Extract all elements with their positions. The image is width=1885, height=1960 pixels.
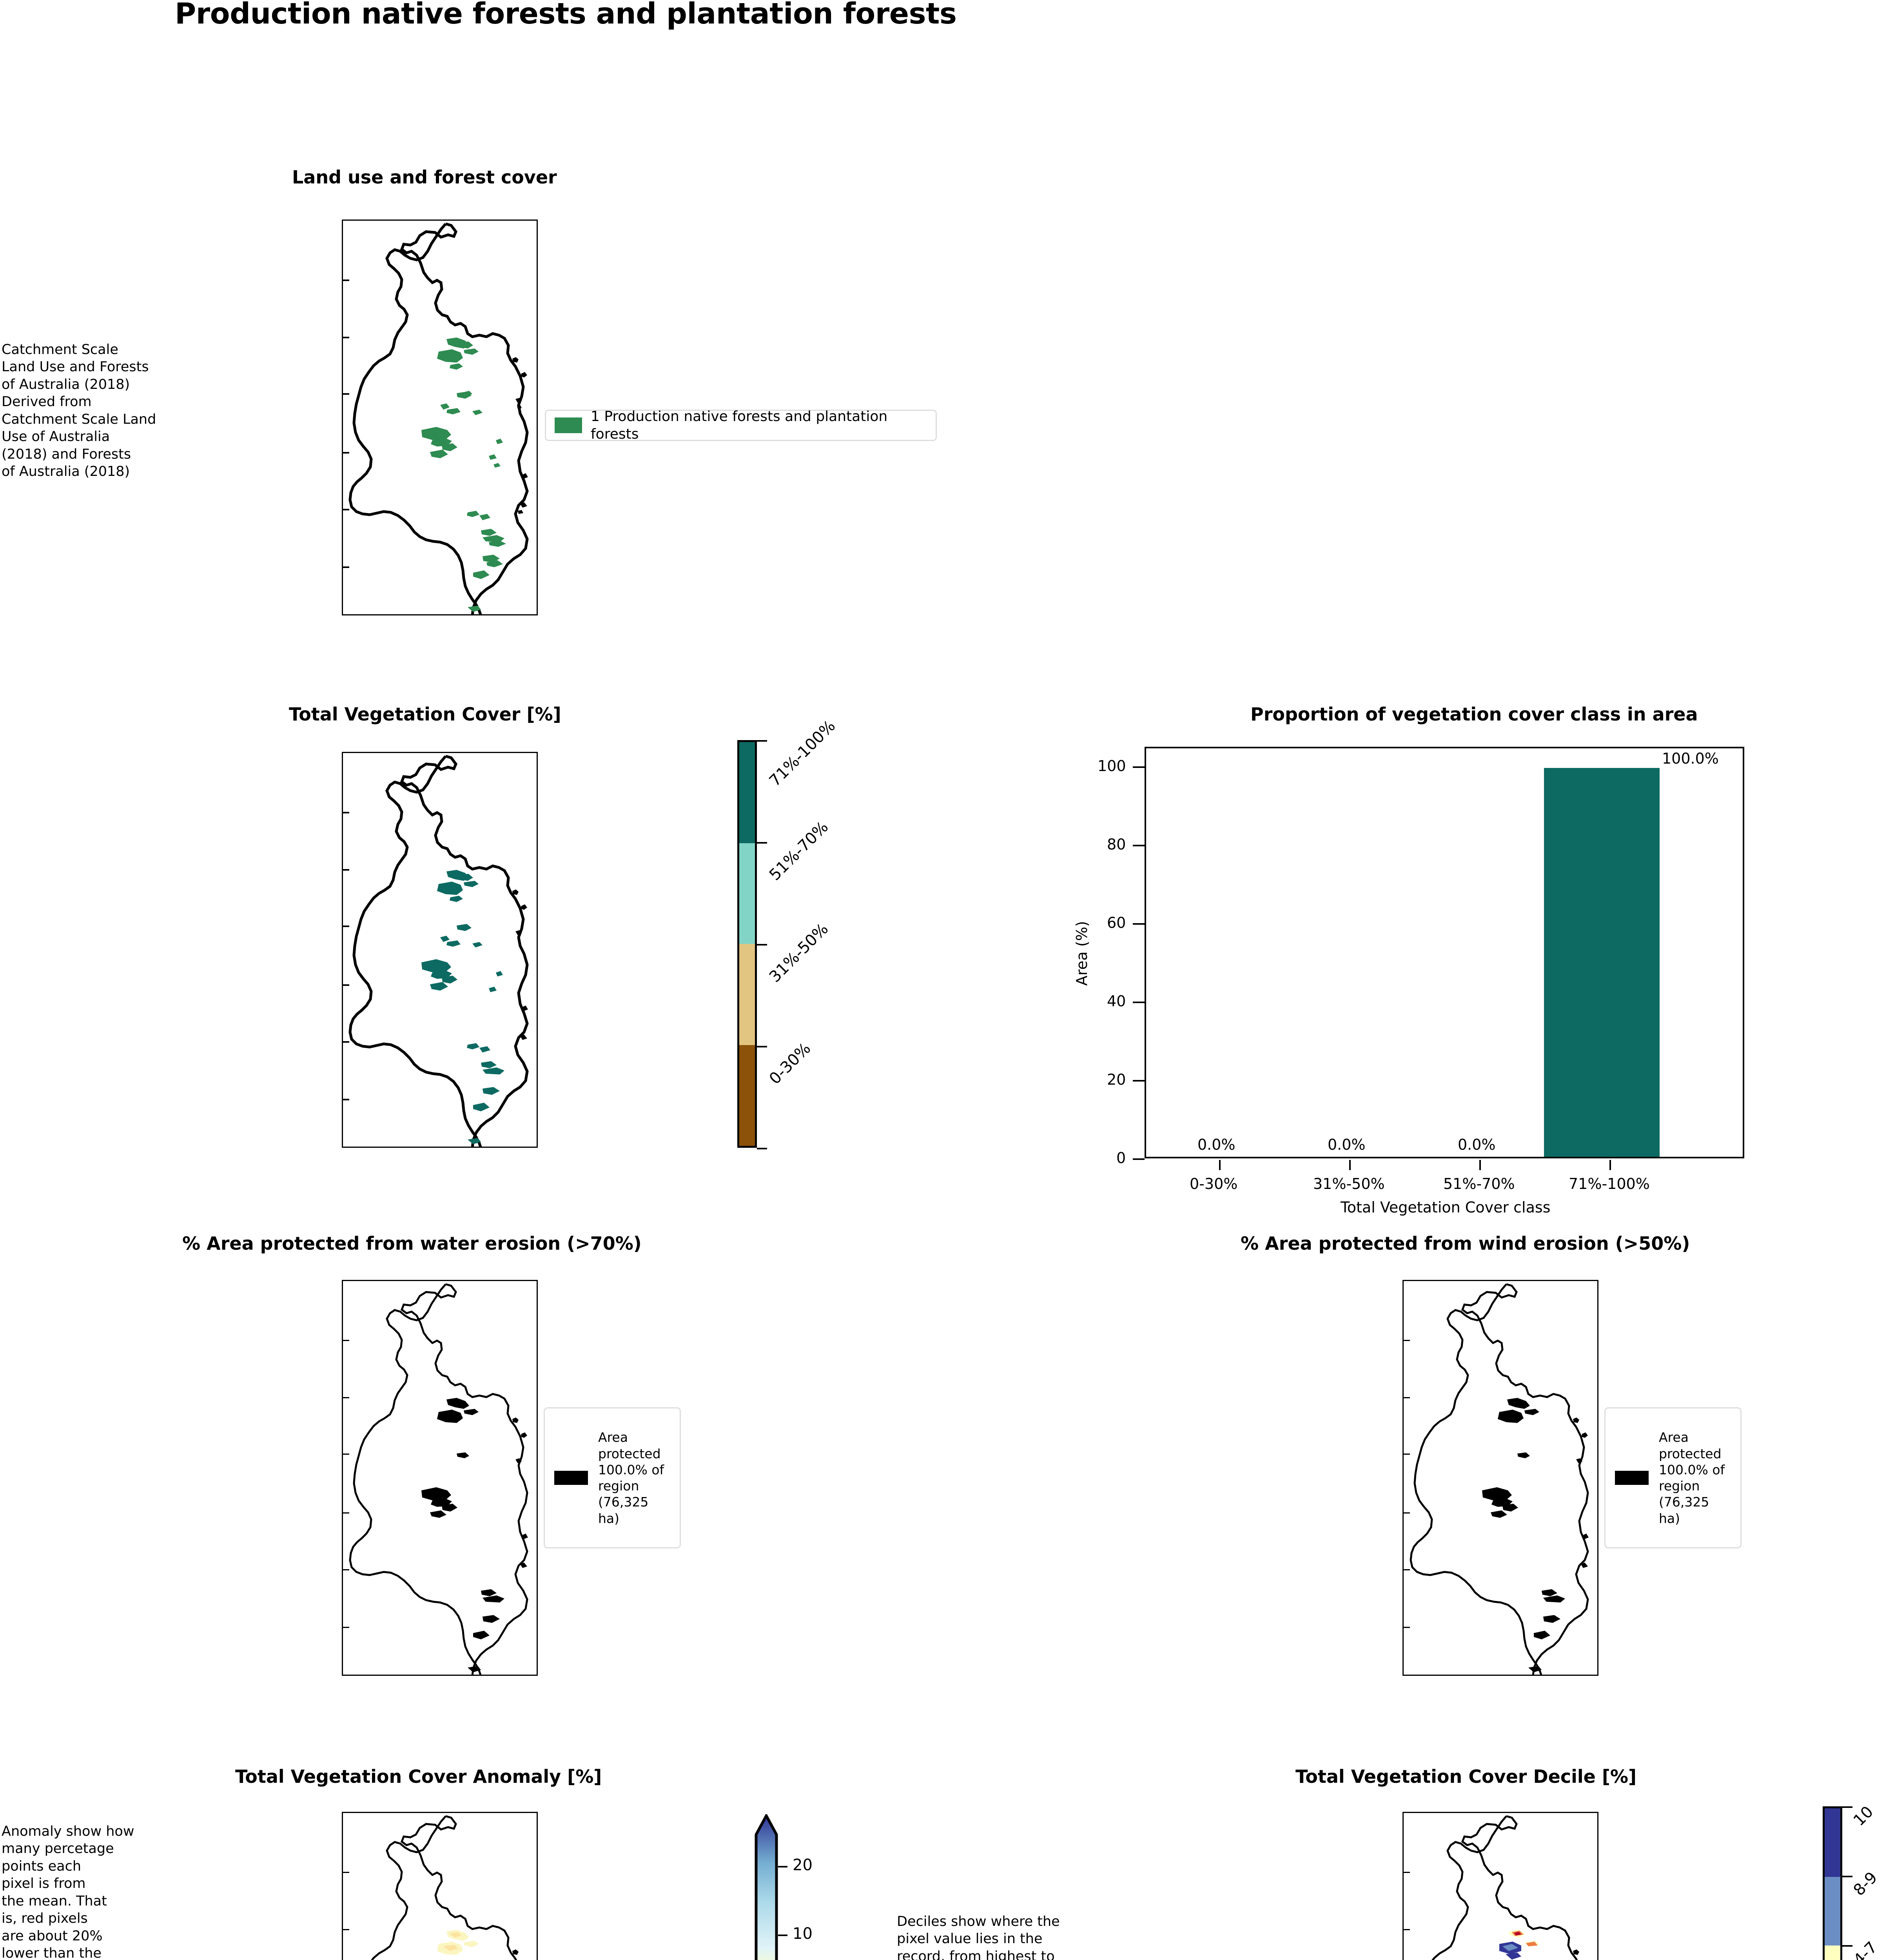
- total-veg-colorbar: [737, 740, 757, 1148]
- bar-value-label-31-50: 0.0%: [1328, 1136, 1366, 1153]
- colorbar-segment-8-9: [1825, 1877, 1840, 1946]
- bar-value-label-0-30: 0.0%: [1197, 1136, 1236, 1153]
- legend-item-label: Area protected 100.0% of region (76,325 …: [598, 1430, 664, 1526]
- anomaly-panel-title: Total Vegetation Cover Anomaly [%]: [235, 1766, 602, 1787]
- colorbar-segment-71-100: [739, 742, 755, 843]
- y-tick-60: 60: [1107, 914, 1126, 931]
- anomaly-map-svg: [371, 1815, 519, 1960]
- anomaly-colorbar: [755, 1814, 778, 1960]
- wind-erosion-panel-title: % Area protected from wind erosion (>50%…: [1241, 1233, 1690, 1254]
- decile-colorbar-label-4-7: 4-7: [1850, 1938, 1881, 1960]
- x-tick-71-100: 71%-100%: [1569, 1175, 1650, 1192]
- colorbar-segment-0-30: [739, 1045, 755, 1146]
- decile-map-svg: [1431, 1815, 1579, 1960]
- anomaly-colorbar-svg: [755, 1814, 778, 1960]
- wind-erosion-map-svg: [1410, 1283, 1589, 1675]
- decile-colorbar: [1823, 1806, 1842, 1960]
- bar-value-label-51-70: 0.0%: [1458, 1136, 1496, 1153]
- colorbar-label-0-30: 0-30%: [766, 1039, 815, 1088]
- land-use-panel-title: Land use and forest cover: [292, 167, 557, 188]
- bar-chart-x-axis-label: Total Vegetation Cover class: [1341, 1199, 1551, 1216]
- water-erosion-legend: Area protected 100.0% of region (76,325 …: [544, 1407, 681, 1548]
- anomaly-map: [342, 1812, 538, 1960]
- bar-chart-plot-area: [1145, 747, 1744, 1158]
- x-tick-31-50: 31%-50%: [1313, 1175, 1385, 1192]
- y-tick-80: 80: [1107, 836, 1126, 853]
- water-erosion-panel-title: % Area protected from water erosion (>70…: [182, 1233, 642, 1254]
- total-veg-map-svg: [348, 755, 529, 1147]
- page-title: Production native forests and plantation…: [175, 0, 957, 31]
- x-tick-0-30: 0-30%: [1190, 1175, 1238, 1192]
- bar-chart-y-axis-label: Area (%): [1073, 921, 1090, 986]
- colorbar-segment-4-7: [1825, 1945, 1840, 1960]
- total-veg-map: [342, 752, 538, 1148]
- legend-color-swatch: [1615, 1471, 1649, 1485]
- colorbar-label-71-100: 71%-100%: [766, 717, 839, 790]
- decile-colorbar-label-10: 10: [1850, 1802, 1877, 1830]
- decile-map: [1402, 1812, 1598, 1960]
- legend-item-label: Area protected 100.0% of region (76,325 …: [1659, 1430, 1725, 1526]
- bar-71-100: [1544, 768, 1660, 1157]
- legend-color-swatch: [554, 1471, 588, 1485]
- land-use-map: [342, 220, 538, 615]
- wind-erosion-map: [1402, 1280, 1598, 1676]
- anomaly-side-note: Anomaly show how many percetage points e…: [2, 1824, 134, 1960]
- colorbar-segment-10: [1825, 1808, 1840, 1877]
- legend-color-swatch: [555, 417, 582, 433]
- y-tick-20: 20: [1107, 1071, 1126, 1088]
- decile-colorbar-label-8-9: 8-9: [1850, 1868, 1881, 1900]
- wind-erosion-legend: Area protected 100.0% of region (76,325 …: [1604, 1407, 1742, 1548]
- water-erosion-map-svg: [349, 1283, 528, 1675]
- colorbar-label-51-70: 51%-70%: [766, 818, 832, 884]
- colorbar-segment-31-50: [739, 944, 755, 1045]
- bar-chart-title: Proportion of vegetation cover class in …: [1250, 704, 1698, 725]
- bar-value-label-71-100: 100.0%: [1662, 750, 1719, 767]
- decile-panel-title: Total Vegetation Cover Decile [%]: [1295, 1766, 1637, 1787]
- y-tick-0: 0: [1116, 1149, 1126, 1167]
- decile-side-note: Deciles show where the pixel value lies …: [897, 1914, 1060, 1960]
- colorbar-segment-51-70: [739, 843, 755, 944]
- legend-item-label: 1 Production native forests and plantati…: [591, 408, 888, 442]
- total-veg-panel-title: Total Vegetation Cover [%]: [289, 704, 561, 725]
- land-use-side-note: Catchment Scale Land Use and Forests of …: [2, 342, 156, 480]
- x-tick-51-70: 51%-70%: [1443, 1175, 1515, 1192]
- anomaly-colorbar-tick-10: 10: [793, 1925, 813, 1943]
- y-tick-40: 40: [1107, 993, 1126, 1010]
- anomaly-colorbar-tick-20: 20: [793, 1856, 813, 1874]
- land-use-map-svg: [348, 222, 529, 614]
- colorbar-label-31-50: 31%-50%: [766, 920, 832, 986]
- y-tick-100: 100: [1098, 757, 1126, 775]
- land-use-legend: 1 Production native forests and plantati…: [545, 408, 937, 442]
- water-erosion-map: [342, 1280, 538, 1676]
